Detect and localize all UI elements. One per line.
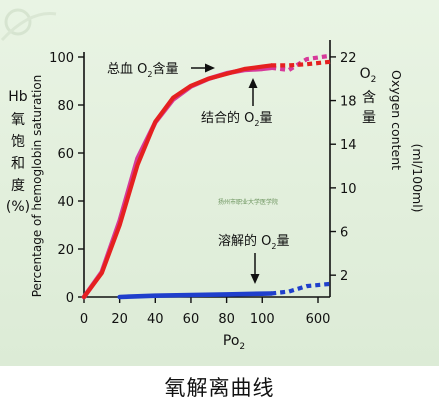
annotation-dissolved-label: 溶解的 O2量 [218, 233, 289, 251]
series-extension-dissolved-o2 [270, 281, 331, 296]
y-left-tick-label: 60 [57, 147, 74, 162]
x-tick-label: 20 [111, 312, 128, 327]
y-left-label-cn-3: 和 [11, 156, 25, 172]
y-left-label-cn-2: 饱 [11, 134, 25, 150]
y-right-tick-label: 18 [340, 95, 357, 110]
y-left-label-cn: Hb 氧 饱 和 度 (%) [6, 89, 30, 215]
y-right-label-o-sub: 2 [371, 75, 377, 85]
annotation-dissolved-arrowhead [250, 274, 260, 284]
y-left-label-cn-4: 度 [11, 178, 25, 194]
y-left-label-en: Percentage of hemoglobin saturation [30, 75, 44, 298]
y-right-tick-label: 10 [340, 182, 357, 197]
y-left-tick-label: 80 [57, 99, 74, 114]
series-line-bound-o2 [81, 63, 274, 300]
y-right-label-cn-0: 含 [362, 90, 376, 106]
y-right-label-en: Oxygen content [389, 70, 404, 170]
x-tick-label: 0 [80, 312, 88, 327]
y-left-tick-label: 0 [66, 291, 74, 306]
series-line-dissolved-o2 [117, 291, 274, 300]
y-left-tick-label: 100 [49, 51, 74, 66]
annotation-total-label: 总血 O2含量 [107, 61, 178, 79]
annotation-total: 总血 O2含量 [107, 61, 215, 79]
chart-figure: 0 20 40 60 80 100 2 6 10 14 18 22 0 20 40 60 80 100 600 … [0, 0, 439, 366]
y-left-label-cn-5: (%) [6, 199, 30, 215]
y-left-label-cn-1: 氧 [11, 112, 25, 128]
x-axis-label: Po2 [223, 333, 245, 352]
y-right-tick-label: 6 [340, 226, 348, 241]
annotation-dissolved: 溶解的 O2量 [218, 233, 289, 284]
annotation-bound-label: 结合的 O2量 [201, 110, 272, 128]
y-left-tick-label: 40 [57, 195, 74, 210]
series-extension-total-blood-o2 [270, 53, 331, 73]
y-right-label-cn: O2 含 量 [360, 66, 377, 126]
series-extension-bound-o2 [271, 59, 331, 68]
y-left-label-cn-0: Hb [8, 89, 28, 105]
series-line-total-blood-o2 [81, 65, 274, 300]
x-axis-label-sub: 2 [239, 342, 245, 352]
y-right-label-o: O2 [360, 66, 377, 85]
y-right-label-unit: (ml/100ml) [410, 143, 425, 212]
y-right-tick-label: 22 [340, 51, 357, 66]
annotation-total-arrowhead [205, 63, 215, 73]
annotation-bound-arrowhead [248, 78, 258, 88]
corner-logo [0, 8, 57, 42]
watermark: 扬州市职业大学医学院 [218, 198, 278, 206]
y-right-tick-label: 14 [340, 138, 357, 153]
x-tick-label: 60 [183, 312, 200, 327]
y-left-tick-label: 20 [57, 243, 74, 258]
y-right-label-cn-1: 量 [362, 110, 376, 126]
y-right-tick-label: 2 [340, 269, 348, 284]
annotation-bound: 结合的 O2量 [201, 78, 272, 128]
figure-caption: 氧解离曲线 [164, 376, 275, 400]
x-tick-label: 100 [250, 312, 275, 327]
x-tick-label: 40 [147, 312, 164, 327]
x-tick-label: 600 [306, 312, 331, 327]
x-tick-label: 80 [218, 312, 235, 327]
